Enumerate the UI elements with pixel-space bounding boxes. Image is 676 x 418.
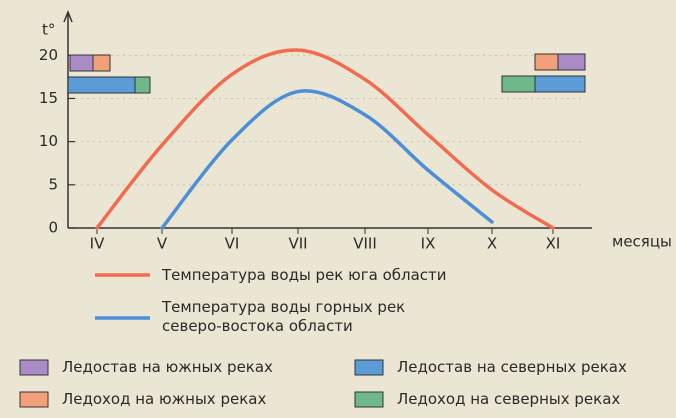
ice-box [134, 76, 151, 94]
legend-label: Температура воды рек юга области [162, 266, 447, 284]
legend-label: Ледостав на северных реках [397, 358, 627, 376]
y-tick-label: 0 [48, 219, 58, 237]
legend-swatch [354, 391, 384, 408]
y-label: t° [42, 21, 55, 39]
ice-box [67, 76, 136, 94]
y-tick-label: 5 [48, 175, 58, 193]
y-tick-label: 10 [39, 132, 58, 150]
x-tick-label: V [157, 235, 168, 253]
legend-swatch [19, 391, 49, 408]
legend-label: Ледостав на южных реках [62, 358, 273, 376]
x-tick-label: IV [90, 235, 105, 253]
x-tick-label: VIII [353, 235, 377, 253]
x-tick-label: IX [421, 235, 436, 253]
y-tick-label: 20 [39, 46, 58, 64]
ice-box [69, 54, 94, 72]
x-tick-label: X [487, 235, 497, 253]
legend-label: Температура воды горных рек северо-восто… [162, 298, 406, 335]
legend-swatch [354, 359, 384, 376]
ice-box [501, 75, 536, 93]
legend-label: Ледоход на южных реках [62, 390, 267, 408]
series-line [160, 89, 494, 230]
y-tick-label: 15 [39, 89, 58, 107]
legend-swatch [19, 359, 49, 376]
ice-box [92, 54, 111, 72]
x-tick-label: VI [225, 235, 240, 253]
x-tick-label: VII [288, 235, 307, 253]
x-tick-label: XI [546, 235, 561, 253]
y-arrow [63, 9, 73, 23]
legend-label: Ледоход на северных реках [397, 390, 621, 408]
ice-box [534, 75, 586, 93]
x-label: месяцы [612, 233, 672, 251]
ice-box [534, 53, 559, 71]
ice-box [557, 53, 586, 71]
series-line [95, 48, 555, 230]
